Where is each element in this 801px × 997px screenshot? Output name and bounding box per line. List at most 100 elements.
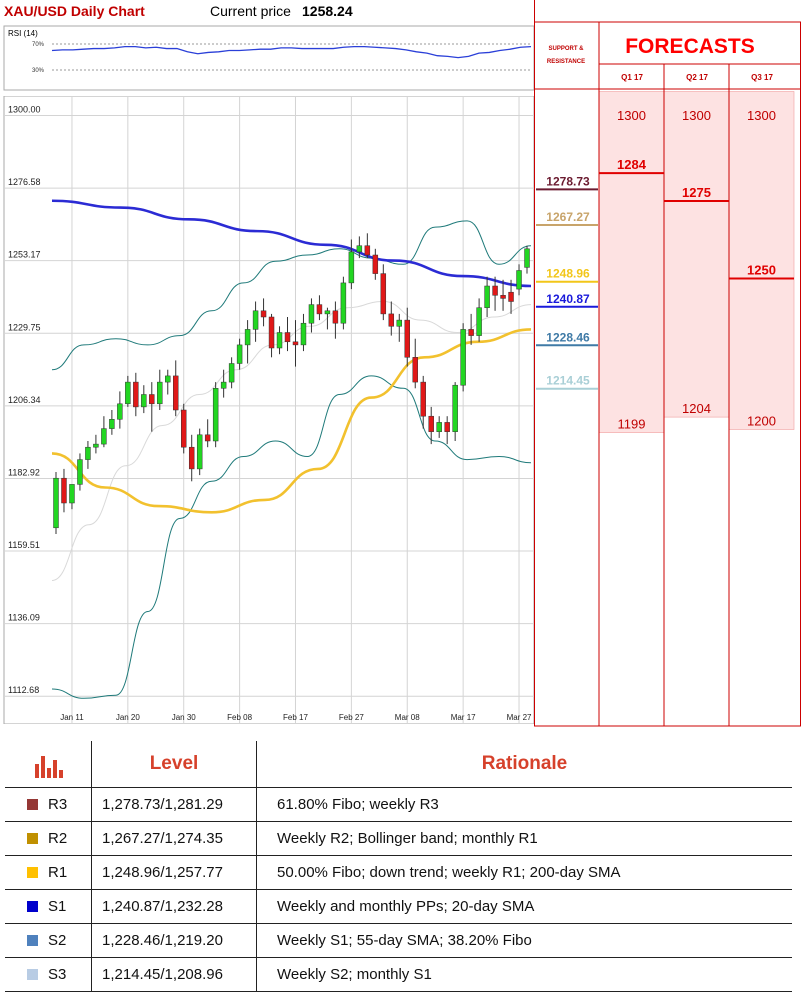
level-color-swatch — [27, 867, 38, 878]
candle — [372, 254, 379, 274]
price-chart: Jan 11 Jan 20 Jan 30 Feb 08 Feb 17 Feb 27 Mar … — [3, 96, 534, 724]
candle — [109, 419, 115, 429]
level-value: 1,214.45/1,208.96 — [91, 957, 257, 992]
candle — [324, 310, 331, 315]
candle — [508, 291, 514, 302]
candle — [292, 341, 299, 346]
chart-title: XAU/USD Daily Chart — [4, 3, 145, 19]
table-row: S1 1,240.87/1,232.28 Weekly and monthly PP… — [5, 889, 792, 924]
current-price-value: 1258.24 — [302, 3, 353, 19]
candle — [244, 329, 251, 346]
forecasts-title: FORECASTS — [625, 35, 755, 58]
x-tick-label: Jan 20 — [116, 713, 141, 722]
candle — [260, 310, 267, 318]
level-tag: S1 — [5, 889, 92, 924]
candle — [348, 251, 355, 284]
x-tick-label: Mar 17 — [451, 713, 476, 722]
forecast-range — [728, 91, 795, 430]
x-tick-label: Feb 08 — [227, 713, 252, 722]
level-color-swatch — [27, 799, 38, 810]
level-rationale: 61.80% Fibo; weekly R3 — [256, 787, 792, 822]
candle — [364, 245, 371, 256]
forecast-target: 1284 — [617, 157, 647, 172]
x-tick-label: Mar 08 — [395, 713, 420, 722]
candle — [380, 273, 387, 315]
candle — [276, 332, 283, 349]
y-tick-label: 1182.92 — [8, 467, 40, 477]
y-tick-label: 1112.68 — [8, 685, 39, 695]
candle — [101, 428, 107, 445]
level-tag: R2 — [5, 821, 92, 856]
candle — [524, 248, 530, 268]
level-value: 1,267.27/1,274.35 — [91, 821, 257, 856]
forecast-high: 1300 — [747, 108, 776, 123]
candle — [53, 477, 59, 529]
candle — [141, 394, 147, 408]
candle — [125, 381, 131, 405]
level-header: Level — [91, 741, 257, 788]
y-tick-label: 1253.17 — [8, 250, 41, 260]
candle — [252, 310, 259, 330]
candle — [316, 304, 323, 315]
candle — [340, 282, 347, 324]
y-tick-label: 1136.09 — [8, 613, 40, 623]
candle — [196, 434, 203, 470]
level-value: 1,248.96/1,257.77 — [91, 855, 257, 890]
candle — [356, 245, 363, 253]
level-value: 1,228.46/1,219.20 — [91, 923, 257, 958]
forecast-low: 1199 — [618, 417, 646, 432]
candle — [212, 388, 219, 442]
forecast-range — [663, 91, 730, 418]
forecast-col-q3: Q3 17 — [751, 73, 773, 82]
forecast-col-q2: Q2 17 — [686, 73, 708, 82]
forecast-range — [598, 91, 665, 433]
candle — [500, 295, 506, 299]
candle — [420, 381, 426, 417]
x-tick-label: Jan 11 — [60, 713, 84, 722]
level-value: 1,240.87/1,232.28 — [91, 889, 257, 924]
current-price-label: Current price — [210, 3, 291, 19]
sma200-line — [51, 199, 532, 288]
y-tick-label: 1276.58 — [8, 177, 41, 187]
level-tag-label: R3 — [48, 796, 68, 813]
candle — [69, 484, 75, 504]
level-color-swatch — [27, 901, 38, 912]
level-rationale: Weekly R2; Bollinger band; monthly R1 — [256, 821, 792, 856]
level-value: 1,278.73/1,281.29 — [91, 787, 257, 822]
candle — [149, 394, 155, 405]
y-tick-label: 1206.34 — [8, 395, 41, 405]
rationale-header: Rationale — [256, 741, 792, 788]
candle — [412, 357, 418, 383]
candle — [396, 319, 402, 327]
candle — [228, 363, 235, 383]
rsi-label: RSI (14) — [8, 29, 38, 38]
y-tick-label: 1300.00 — [8, 105, 41, 115]
bollinger-lower-line — [51, 375, 532, 699]
forecast-panel: SUPPORT & RESISTANCE FORECASTS Q1 17 Q2 … — [534, 0, 801, 727]
candle — [173, 375, 179, 411]
x-tick-label: Jan 30 — [172, 713, 197, 722]
x-tick-label: Feb 27 — [339, 713, 364, 722]
candle — [284, 332, 291, 343]
table-row: R1 1,248.96/1,257.77 50.00% Fibo; down tre… — [5, 855, 792, 890]
candle — [236, 344, 243, 364]
chart-header: XAU/USD Daily Chart Current price 1258.2… — [0, 0, 534, 22]
level-rationale: Weekly and monthly PPs; 20-day SMA — [256, 889, 792, 924]
rsi-level-30: 30% — [32, 68, 45, 74]
candle — [85, 446, 91, 460]
candle — [492, 285, 498, 296]
x-tick-label: Mar 27 — [507, 713, 532, 722]
sr-level-value: 1240.87 — [546, 292, 590, 306]
forecast-high: 1300 — [617, 108, 646, 123]
level-tag-label: S2 — [48, 932, 67, 949]
level-tag: R1 — [5, 855, 92, 890]
candle — [188, 446, 195, 470]
sr-level-value: 1248.96 — [546, 267, 590, 281]
sr-level-value: 1267.27 — [546, 210, 590, 224]
candle — [165, 375, 171, 383]
levels-table: Level Rationale R3 1,278.73/1,281.29 61.80… — [5, 741, 792, 992]
forecast-target: 1275 — [682, 185, 711, 200]
level-color-swatch — [27, 833, 38, 844]
level-tag-label: R1 — [48, 864, 68, 881]
level-rationale: Weekly S1; 55-day SMA; 38.20% Fibo — [256, 923, 792, 958]
